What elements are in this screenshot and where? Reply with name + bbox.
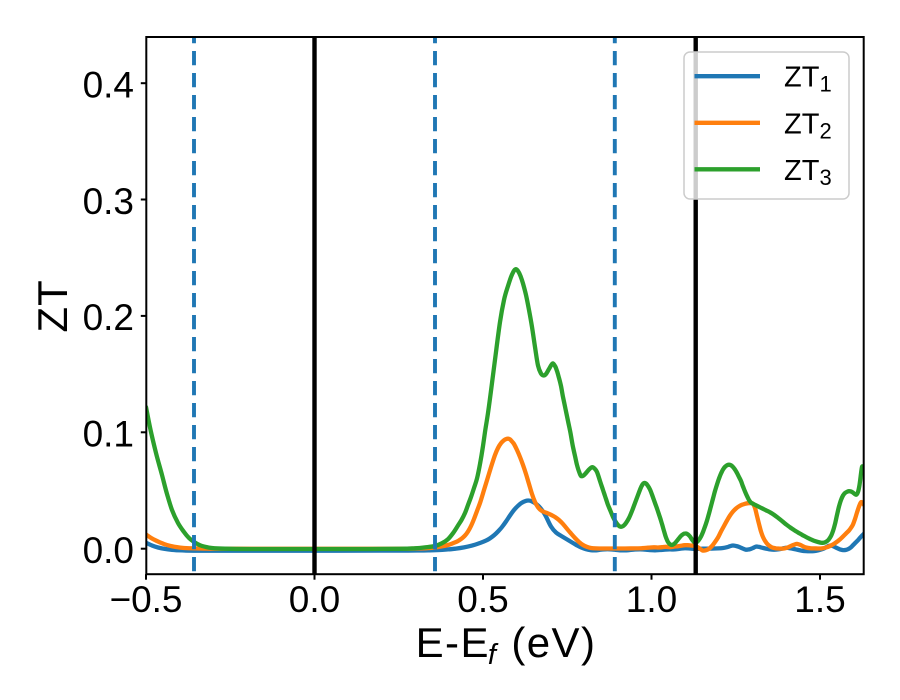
svg-text:ZT: ZT — [29, 279, 76, 332]
svg-text:0.3: 0.3 — [83, 181, 134, 222]
svg-text:−0.5: −0.5 — [109, 579, 182, 620]
svg-text:0.2: 0.2 — [83, 297, 134, 338]
svg-text:0.0: 0.0 — [289, 579, 340, 620]
svg-text:1.0: 1.0 — [626, 579, 677, 620]
svg-text:0.5: 0.5 — [457, 579, 508, 620]
svg-text:1.5: 1.5 — [794, 579, 845, 620]
svg-text:0.1: 0.1 — [83, 414, 134, 455]
svg-text:0.4: 0.4 — [83, 65, 134, 106]
svg-text:E-Ef (eV): E-Ef (eV) — [416, 619, 597, 671]
svg-text:0.0: 0.0 — [83, 530, 134, 571]
